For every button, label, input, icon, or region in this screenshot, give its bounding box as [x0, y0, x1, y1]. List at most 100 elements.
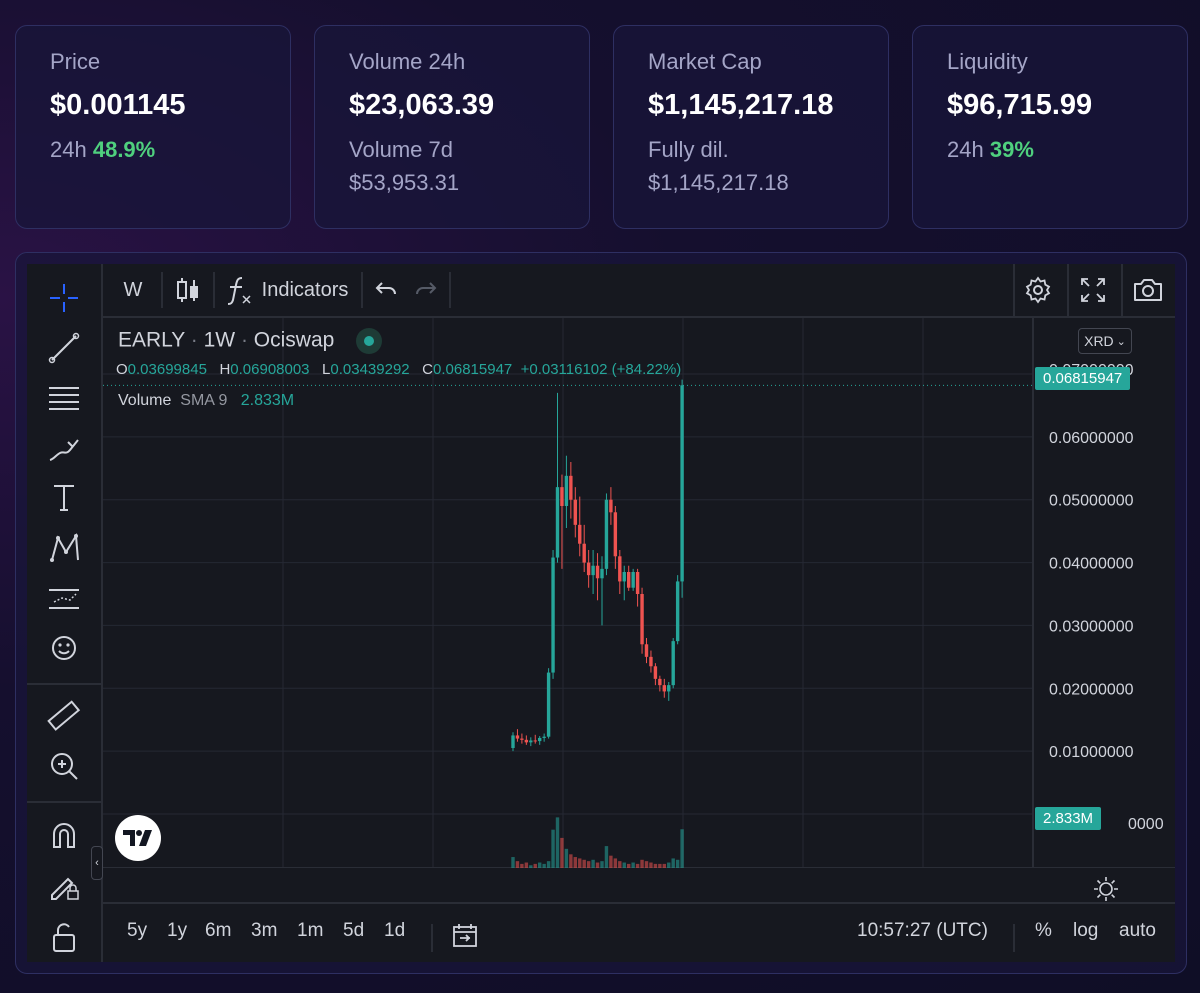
volume-bar	[622, 862, 626, 868]
candle-style-icon[interactable]	[165, 264, 211, 316]
unlock-icon[interactable]	[27, 917, 100, 957]
y-tick-label: 0.01000000	[1049, 744, 1134, 761]
zoom-in-icon[interactable]	[27, 746, 100, 786]
time-display[interactable]: 10:57:27 (UTC)	[857, 920, 988, 941]
volume-bar	[653, 863, 658, 868]
settings-gear-icon[interactable]	[1017, 264, 1059, 316]
candle-body	[600, 568, 604, 579]
candle-body	[591, 565, 595, 576]
volume-bar	[551, 829, 555, 868]
volume-bar	[520, 863, 524, 868]
volume-bar	[640, 859, 644, 868]
candle-body	[613, 512, 618, 557]
range-button-1d[interactable]: 1d	[384, 920, 406, 941]
magnet-icon[interactable]	[27, 815, 100, 855]
candlestick-chart[interactable]: 0.06000000 0.05000000 0.04000000 0.03000000…	[103, 318, 1175, 868]
volume-bar	[582, 859, 586, 868]
text-tool-icon[interactable]	[27, 478, 100, 518]
candle-body	[582, 543, 586, 563]
fib-retracement-icon[interactable]	[27, 378, 100, 418]
candle-body	[622, 572, 626, 582]
y-tick-label: 0.04000000	[1049, 556, 1134, 573]
trend-line-icon[interactable]	[27, 328, 100, 368]
auto-toggle[interactable]: auto	[1119, 920, 1156, 941]
forecast-tool-icon[interactable]	[27, 578, 100, 618]
volume-bar	[609, 855, 613, 868]
market-status-icon	[356, 328, 383, 354]
volume-bar	[524, 862, 529, 868]
currency-dropdown[interactable]: XRD ⌄	[1078, 328, 1132, 354]
price-change: 24h 48.9%	[50, 136, 290, 164]
collapse-toolbar-handle[interactable]: ‹	[91, 846, 103, 880]
volume-7d-label: Volume 7d	[349, 137, 453, 162]
range-button-6m[interactable]: 6m	[205, 920, 232, 941]
volume-bar	[542, 863, 546, 868]
undo-icon[interactable]	[369, 264, 403, 316]
function-icon[interactable]	[223, 264, 257, 316]
volume-bar	[662, 863, 666, 868]
candle-body	[667, 685, 671, 692]
range-button-5y[interactable]: 5y	[127, 920, 148, 941]
volume-bar	[569, 854, 573, 868]
volume-bar	[631, 862, 635, 868]
brush-icon[interactable]	[27, 428, 100, 468]
candle-body	[609, 499, 613, 513]
candle-body	[542, 736, 546, 738]
candle-body	[578, 524, 582, 544]
range-button-1m[interactable]: 1m	[297, 920, 324, 941]
lock-drawings-icon[interactable]	[27, 865, 100, 905]
indicators-button[interactable]: Indicators	[261, 278, 349, 301]
candle-body	[618, 556, 622, 582]
tradingview-logo[interactable]	[115, 815, 161, 861]
candle-body	[520, 738, 524, 740]
candle-body	[555, 487, 560, 558]
volume-legend: Volume SMA 9 2.833M	[118, 392, 295, 409]
interval-button[interactable]: W	[123, 278, 143, 301]
volume-bar	[644, 861, 649, 868]
volume-bar	[604, 846, 609, 868]
crosshair-icon[interactable]	[27, 278, 100, 318]
ruler-icon[interactable]	[27, 696, 100, 736]
candle-body	[604, 499, 609, 569]
y-tick-label: 0.06000000	[1049, 430, 1134, 447]
volume-bar	[680, 829, 684, 868]
volume-bar	[555, 817, 560, 868]
candle-body	[564, 475, 569, 506]
open-value: 0.03699845	[127, 361, 207, 378]
y-tick-label-bottom: 0000	[1128, 816, 1164, 833]
emoji-icon[interactable]	[27, 628, 100, 668]
volume-bar	[627, 863, 631, 868]
liquidity-change-value: 39%	[989, 137, 1034, 162]
price-label: Price	[50, 49, 101, 74]
range-button-1y[interactable]: 1y	[167, 920, 188, 941]
liquidity-label: Liquidity	[947, 49, 1028, 74]
chart-properties-icon[interactable]	[1091, 874, 1121, 904]
camera-icon[interactable]	[1127, 264, 1169, 316]
candle-body	[569, 475, 573, 500]
redo-icon[interactable]	[409, 264, 443, 316]
log-toggle[interactable]: log	[1073, 920, 1099, 941]
liquidity-card: Liquidity $96,715.99 24h 39%	[912, 25, 1188, 229]
liquidity-change: 24h 39%	[947, 136, 1187, 164]
range-button-5d[interactable]: 5d	[343, 920, 365, 941]
percent-toggle[interactable]: %	[1035, 920, 1052, 941]
tradingview-chart: W Indicators 0.06000000 0.05000000 0.04000…	[27, 264, 1175, 962]
volume-legend-value: 2.833M	[240, 392, 295, 409]
volume-bar	[529, 865, 533, 868]
candle-body	[627, 572, 631, 588]
candle-body	[640, 594, 644, 645]
candle-body	[631, 572, 635, 588]
y-tick-label: 0.03000000	[1049, 618, 1134, 635]
market-cap-card: Market Cap $1,145,217.18 Fully dil. $1,1…	[613, 25, 889, 229]
fullscreen-icon[interactable]	[1073, 264, 1113, 316]
last-price-tag: 0.06815947	[1035, 367, 1131, 390]
market-cap-label: Market Cap	[648, 49, 762, 74]
candle-body	[680, 385, 684, 582]
range-button-3m[interactable]: 3m	[251, 920, 278, 941]
goto-date-icon[interactable]	[451, 922, 479, 950]
volume-bar	[618, 861, 622, 868]
volume-bar	[515, 861, 520, 868]
pattern-tool-icon[interactable]	[27, 528, 100, 568]
candle-body	[653, 666, 658, 679]
high-value: 0.06908003	[230, 361, 310, 378]
